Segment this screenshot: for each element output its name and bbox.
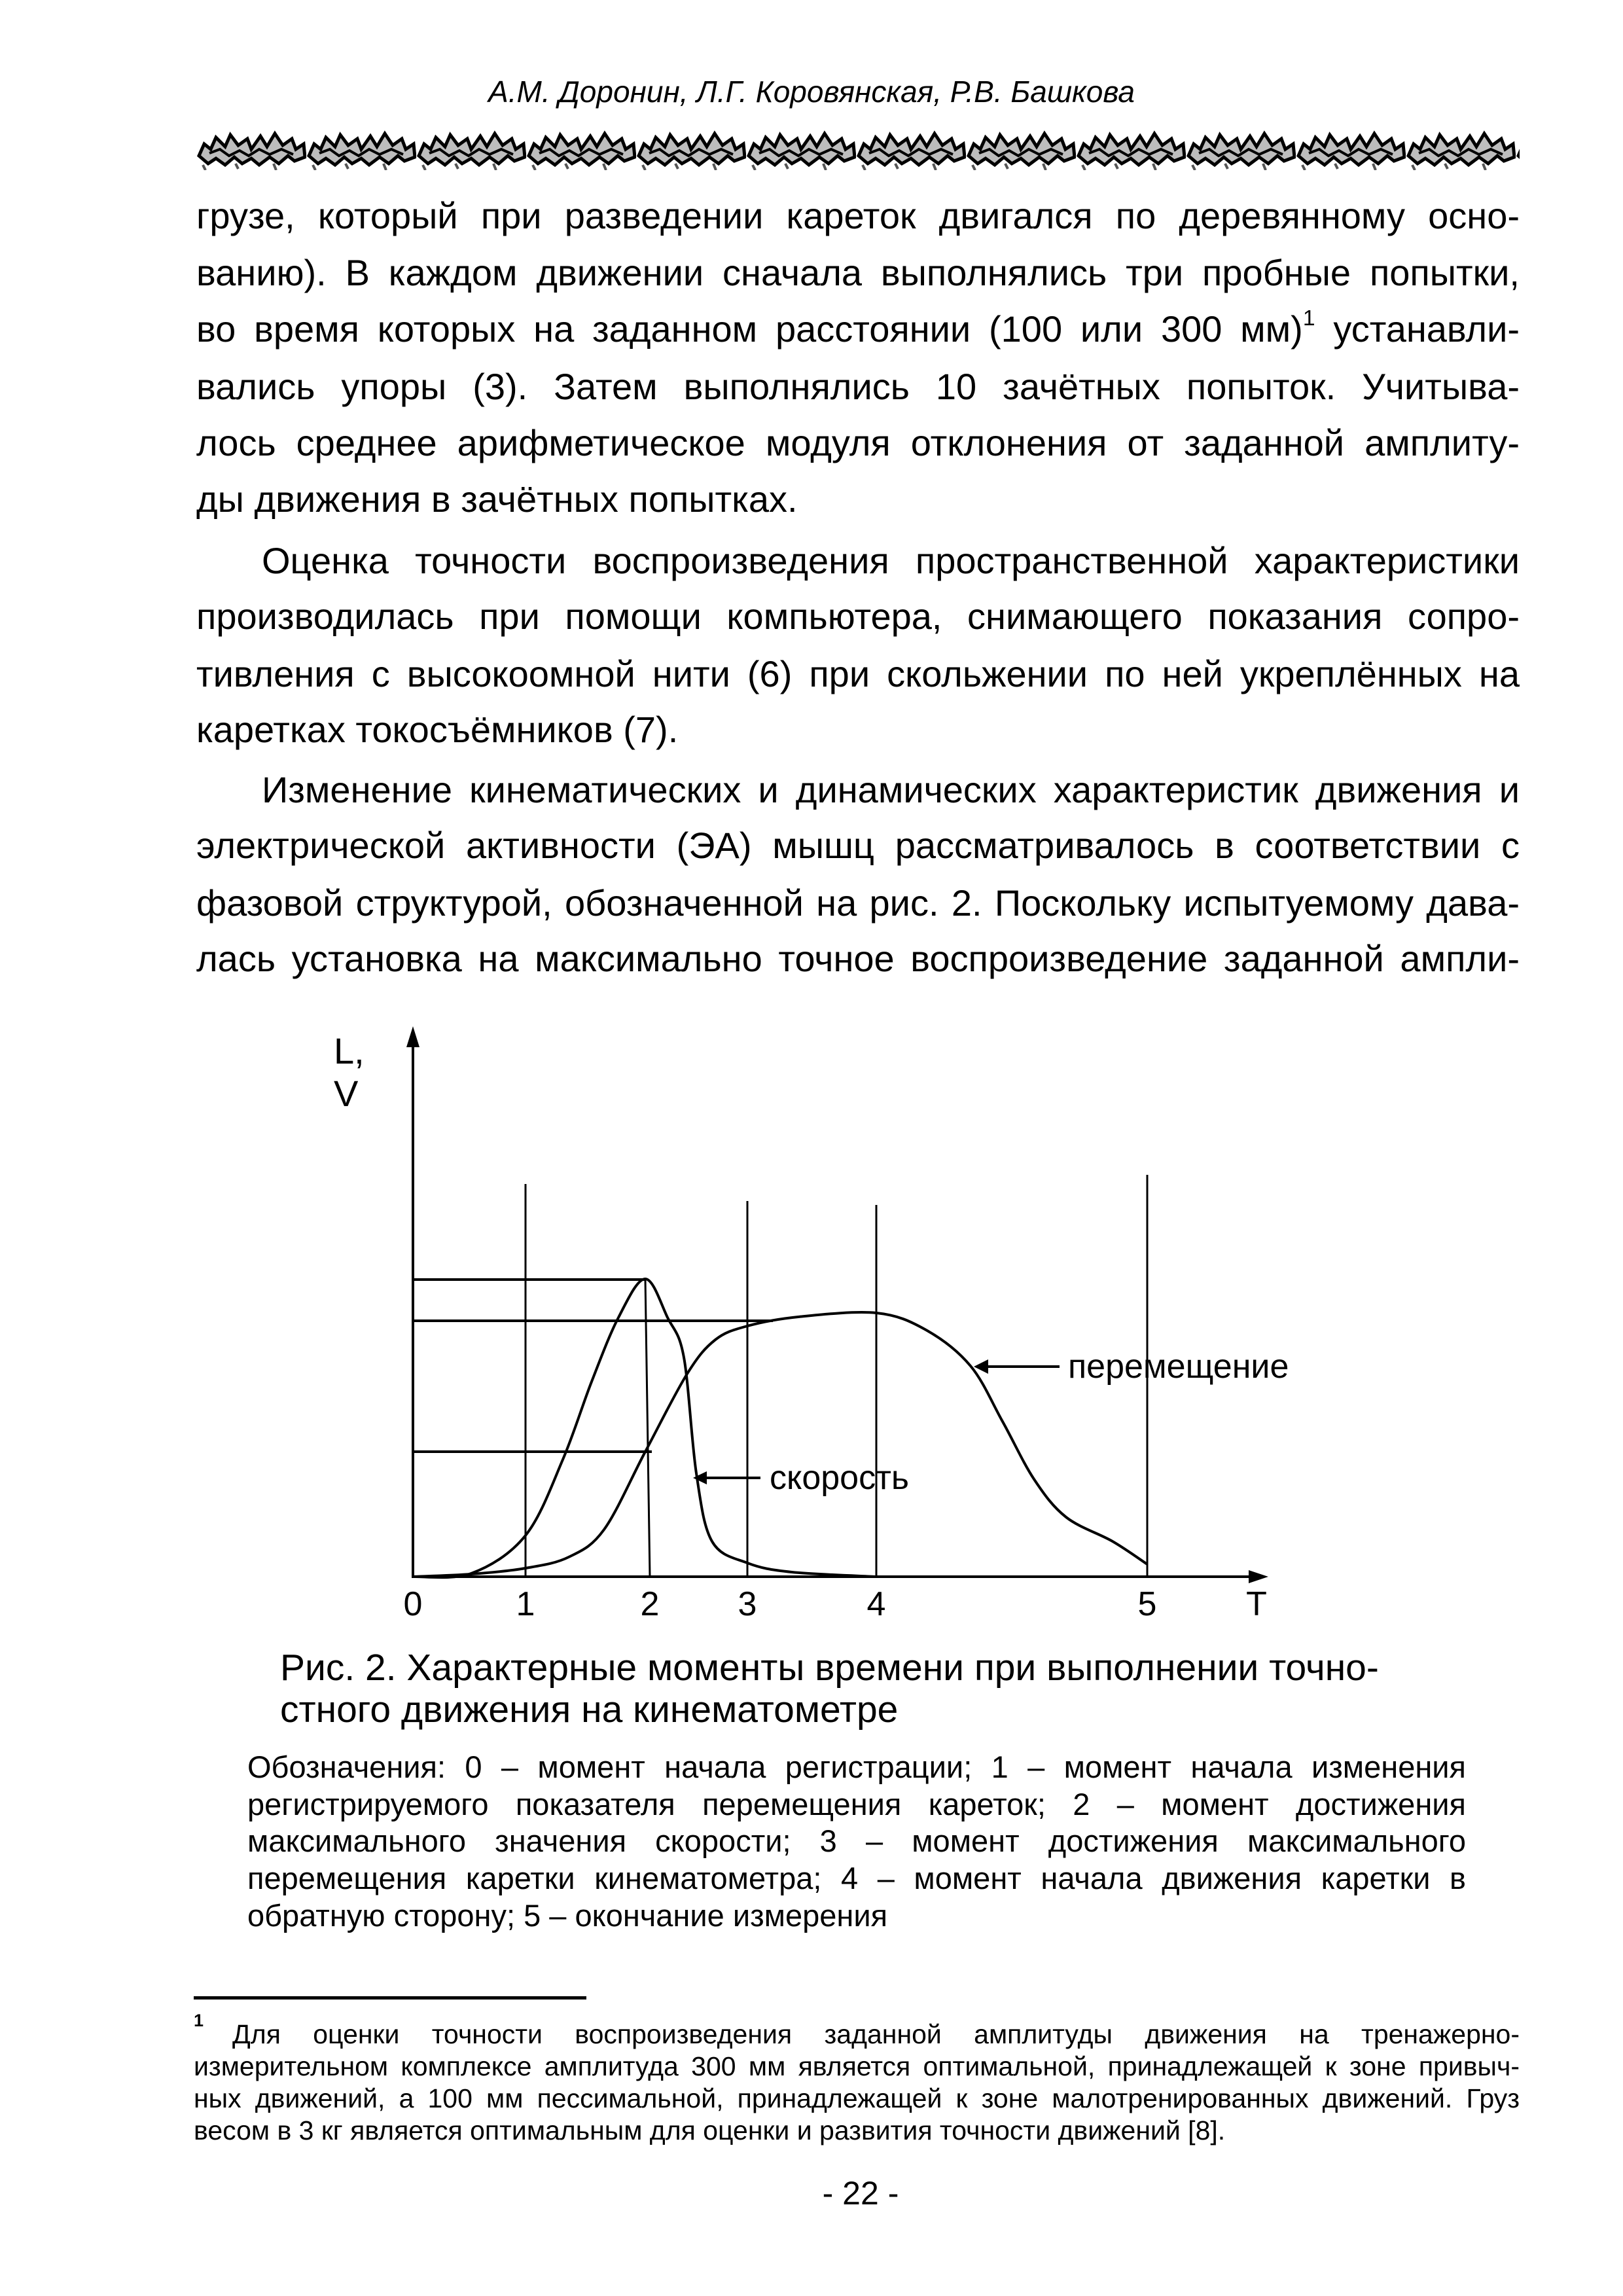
displacement-curve-label: перемещение [1068, 1348, 1289, 1386]
displacement-curve [412, 1311, 1149, 1578]
body-text-line: Оценка точности воспроизведения простран… [262, 540, 1520, 581]
figure-caption-line: Рис. 2. Характерные моменты времени при … [280, 1647, 1379, 1689]
figure-legend-line: перемещения каретки кинематометра; 4 – м… [247, 1861, 1466, 1895]
figure-legend-line: регистрируемого показателя перемещения к… [247, 1787, 1466, 1821]
body-text-line: Изменение кинематических и динамических … [262, 769, 1520, 810]
y-axis-label-l: L, [334, 1030, 365, 1071]
x-tick-label: 2 [641, 1585, 660, 1623]
x-axis-arrow-icon [1249, 1570, 1268, 1583]
body-text-line: электрической активности (ЭА) мышц рассм… [196, 825, 1520, 866]
body-text-line: производилась при помощи компьютера, сни… [196, 596, 1520, 637]
body-text: во время которых на заданном расстоянии … [196, 308, 1303, 350]
figure-legend-line: Обозначения: 0 – момент начала регистрац… [247, 1749, 1466, 1784]
body-text-line: лось среднее арифметическое модуля откло… [196, 422, 1520, 463]
footnote-line: Для оценки точности воспроизведения зада… [232, 2019, 1520, 2049]
x-axis-label: T [1246, 1585, 1267, 1623]
body-text-line: тивления с высокоомной нити (6) при скол… [196, 653, 1520, 694]
body-text: устанавли- [1315, 308, 1520, 350]
body-text-line: вались упоры (3). Затем выполнялись 10 з… [196, 366, 1520, 407]
page-number: - 22 - [822, 2175, 899, 2212]
x-tick-label: 4 [867, 1585, 886, 1623]
footnote-mark: 1 [194, 2011, 204, 2030]
velocity-arrow-icon [693, 1471, 707, 1484]
velocity-curve [412, 1277, 877, 1579]
running-header-authors: А.М. Доронин, Л.Г. Коровянская, Р.В. Баш… [488, 75, 1135, 109]
body-text-line: каретках токосъёмников (7). [196, 709, 679, 750]
figure-legend-line: максимального значения скорости; 3 – мом… [247, 1823, 1466, 1858]
figure-caption-line: стного движения на кинематометре [280, 1689, 899, 1731]
body-text-line: лась установка на максимально точное вос… [196, 938, 1520, 979]
body-text-line: ванию). В каждом движении сначала выполн… [196, 252, 1520, 293]
floral-border-ornament-icon [196, 130, 1520, 170]
x-tick-label: 0 [404, 1585, 423, 1623]
body-text-line: ды движения в зачётных попытках. [196, 478, 798, 520]
body-text-line: во время которых на заданном расстоянии … [196, 308, 1520, 350]
footnote-line: измерительном комплексе амплитуда 300 мм… [194, 2051, 1520, 2081]
footnote-divider [194, 1996, 586, 2000]
x-tick-label: 5 [1138, 1585, 1157, 1623]
footnote-line: весом в 3 кг является оптимальным для оц… [194, 2115, 1226, 2145]
y-axis-label-v: V [334, 1073, 359, 1114]
y-axis-arrow-icon [406, 1026, 419, 1047]
body-text-line: грузе, который при разведении кареток дв… [196, 195, 1520, 236]
guide-line-2 [644, 1278, 651, 1577]
displacement-arrow-icon [974, 1359, 988, 1374]
body-text-line: фазовой структурой, обозначенной на рис.… [196, 882, 1520, 924]
footnote-line: ных движений, а 100 мм пессимальной, при… [194, 2083, 1520, 2113]
figure-diagram: L, V 0 1 2 3 4 5 T перемещение скорость [334, 1026, 1289, 1623]
figure-legend-line: обратную сторону; 5 – окончание измерени… [247, 1898, 888, 1933]
x-tick-label: 3 [738, 1585, 757, 1623]
x-tick-label: 1 [516, 1585, 535, 1623]
velocity-curve-label: скорость [770, 1459, 909, 1497]
footnote-reference[interactable]: 1 [1302, 306, 1315, 331]
